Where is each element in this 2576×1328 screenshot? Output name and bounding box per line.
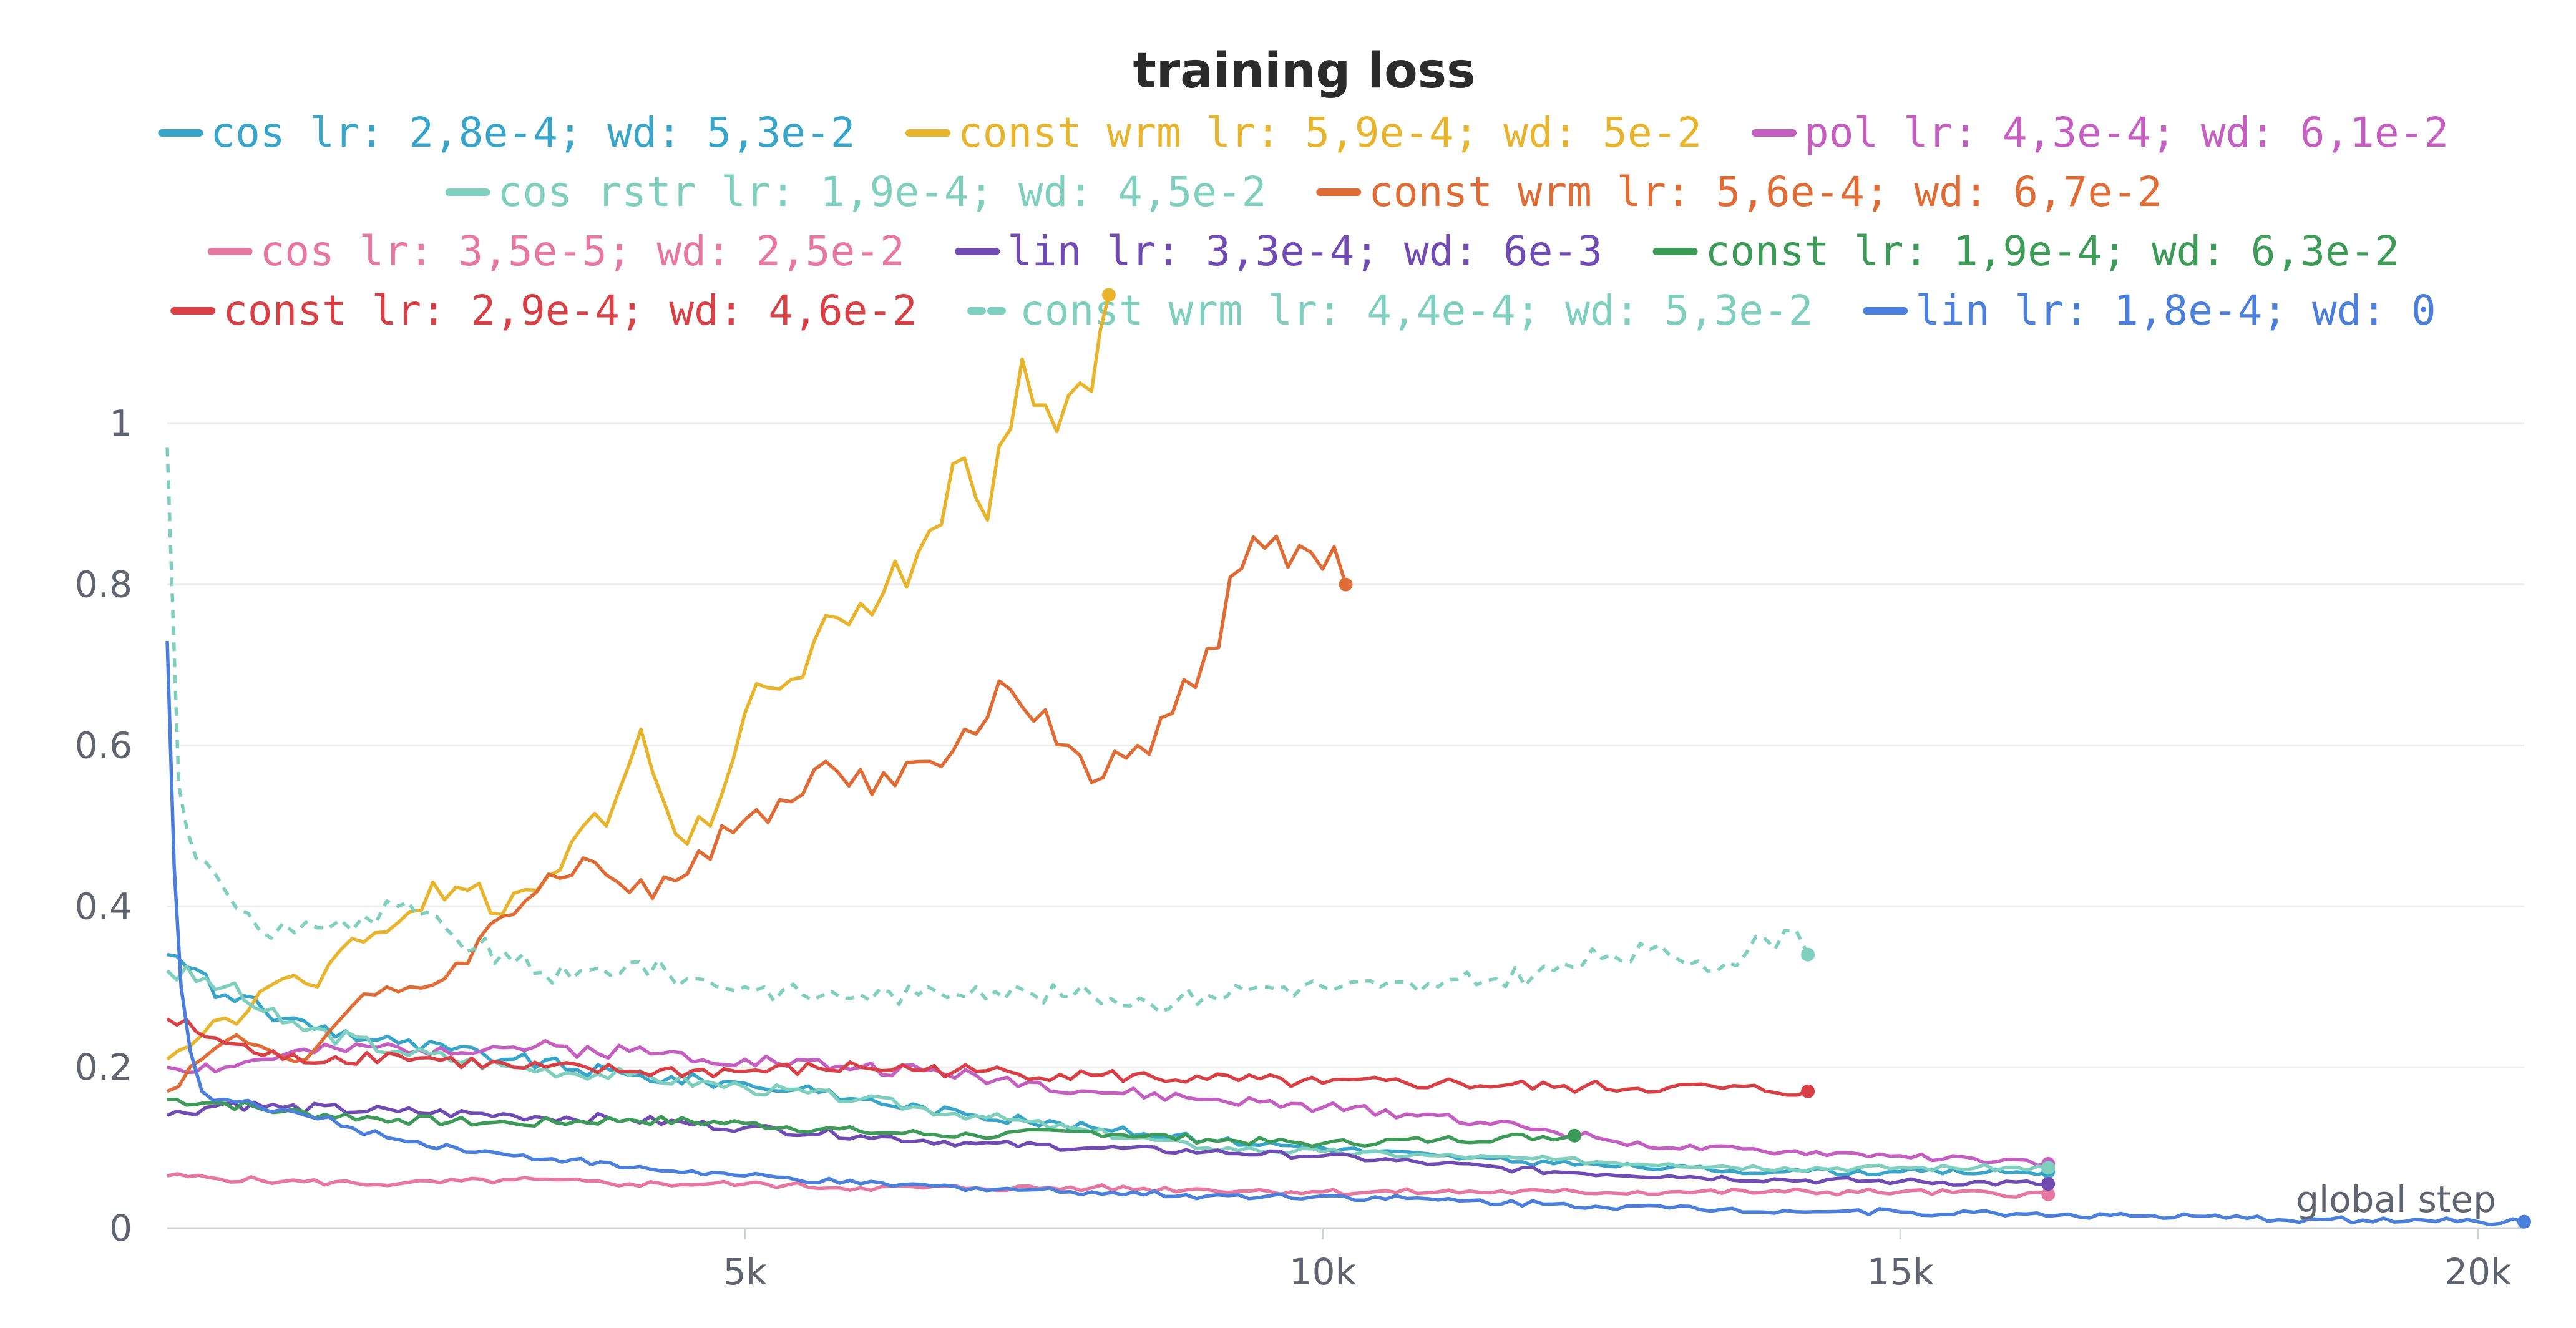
series-end-marker <box>2517 1214 2531 1229</box>
y-tick-label: 1 <box>109 403 132 445</box>
series-line[interactable] <box>166 1100 2049 1187</box>
legend-item[interactable]: cos lr: 3,5e-5; wd: 2,5e-2 <box>207 227 905 275</box>
legend[interactable]: cos lr: 2,8e-4; wd: 5,3e-2 const wrm lr: … <box>158 109 2449 334</box>
x-tick-label: 15k <box>1867 1251 1934 1293</box>
legend-label: lin lr: 3,3e-4; wd: 6e-3 <box>1007 227 1603 275</box>
legend-item[interactable]: pol lr: 4,3e-4; wd: 6,1e-2 <box>1752 109 2449 157</box>
legend-item[interactable]: const lr: 1,9e-4; wd: 6,3e-2 <box>1652 227 2400 275</box>
series-lines[interactable] <box>165 288 2531 1229</box>
series-end-marker <box>1801 1084 1815 1098</box>
legend-label: pol lr: 4,3e-4; wd: 6,1e-2 <box>1804 109 2449 157</box>
legend-label: lin lr: 1,8e-4; wd: 0 <box>1915 286 2436 334</box>
chart-title: training loss <box>1133 43 1475 99</box>
legend-label: cos lr: 3,5e-5; wd: 2,5e-2 <box>260 227 905 275</box>
series-end-marker <box>1339 577 1353 592</box>
x-axis-ticks: 5k 10k 15k 20k <box>723 1228 2512 1293</box>
series-line[interactable] <box>167 1039 2049 1168</box>
series-line[interactable] <box>165 640 2525 1226</box>
y-tick-label: 0.2 <box>75 1046 132 1088</box>
legend-item[interactable]: const wrm lr: 4,4e-4; wd: 5,3e-2 <box>967 286 1813 334</box>
legend-label: const lr: 1,9e-4; wd: 6,3e-2 <box>1705 227 2400 275</box>
series-line[interactable] <box>167 1172 2049 1199</box>
legend-label: const wrm lr: 4,4e-4; wd: 5,3e-2 <box>1020 286 1813 334</box>
series-line[interactable] <box>166 964 2049 1173</box>
series-end-marker <box>2041 1187 2056 1201</box>
legend-label: const lr: 2,9e-4; wd: 4,6e-2 <box>223 286 917 334</box>
series-line[interactable] <box>165 447 1810 1013</box>
y-tick-label: 0.6 <box>75 724 132 766</box>
legend-label: const wrm lr: 5,6e-4; wd: 6,7e-2 <box>1368 168 2162 216</box>
series-end-marker <box>2041 1177 2056 1191</box>
legend-item[interactable]: const wrm lr: 5,6e-4; wd: 6,7e-2 <box>1316 168 2162 216</box>
x-tick-label: 20k <box>2444 1251 2512 1293</box>
series-line[interactable] <box>167 1097 1575 1148</box>
y-axis-ticks: 0 0.2 0.4 0.6 0.8 1 <box>75 403 132 1249</box>
legend-item[interactable]: lin lr: 1,8e-4; wd: 0 <box>1863 286 2436 334</box>
legend-item[interactable]: lin lr: 3,3e-4; wd: 6e-3 <box>955 227 1603 275</box>
series-line[interactable] <box>166 1017 1809 1097</box>
legend-label: const wrm lr: 5,9e-4; wd: 5e-2 <box>958 109 1702 157</box>
series-end-marker <box>1801 947 1815 962</box>
legend-label: cos lr: 2,8e-4; wd: 5,3e-2 <box>210 109 855 157</box>
series-end-marker <box>1101 288 1116 302</box>
series-end-marker <box>1568 1128 1582 1143</box>
gridlines <box>167 422 2524 1229</box>
x-tick-label: 10k <box>1289 1251 1357 1293</box>
series-line[interactable] <box>167 952 2049 1177</box>
x-tick-label: 5k <box>723 1251 767 1293</box>
legend-label: cos rstr lr: 1,9e-4; wd: 4,5e-2 <box>498 168 1267 216</box>
y-tick-label: 0.4 <box>75 885 132 927</box>
series-end-marker <box>2041 1161 2056 1175</box>
legend-item[interactable]: const wrm lr: 5,9e-4; wd: 5e-2 <box>905 109 1702 157</box>
legend-item[interactable]: cos rstr lr: 1,9e-4; wd: 4,5e-2 <box>445 168 1267 216</box>
y-tick-label: 0.8 <box>75 564 132 606</box>
series-line[interactable] <box>166 294 1111 1061</box>
series-line[interactable] <box>166 534 1348 1093</box>
y-tick-label: 0 <box>109 1207 132 1249</box>
legend-item[interactable]: const lr: 2,9e-4; wd: 4,6e-2 <box>170 286 917 334</box>
x-axis-label: global step <box>2296 1178 2496 1221</box>
legend-item[interactable]: cos lr: 2,8e-4; wd: 5,3e-2 <box>158 109 856 157</box>
